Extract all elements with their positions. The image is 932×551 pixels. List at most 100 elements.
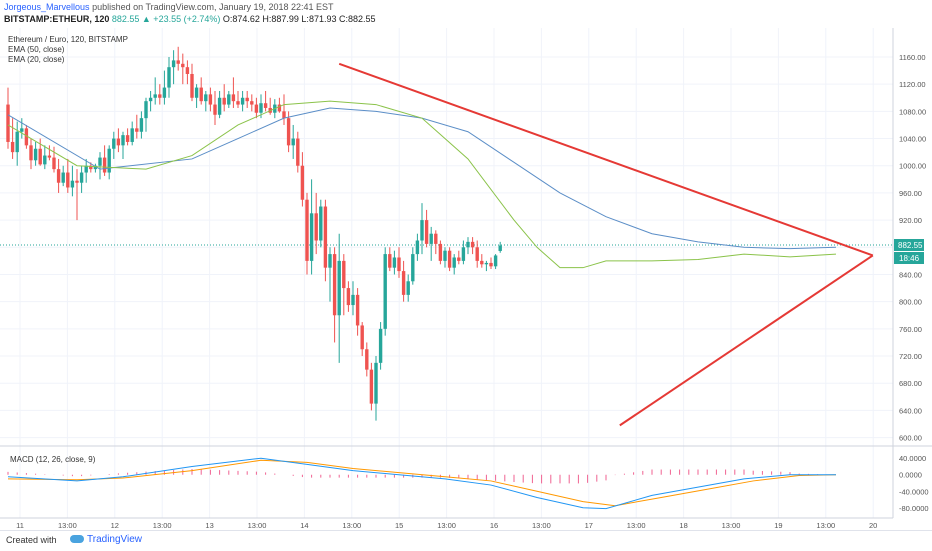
candle-down xyxy=(245,97,249,102)
candle-down xyxy=(208,94,213,105)
author-link[interactable]: Jorgeous_Marvellous xyxy=(4,2,90,12)
price-tick-label: 960.00 xyxy=(899,189,922,198)
candle-down xyxy=(24,128,29,146)
created-with: Created with xyxy=(6,535,57,545)
price-tick-label: 720.00 xyxy=(899,352,922,361)
publish-info: Jorgeous_Marvellous published on Trading… xyxy=(4,2,334,12)
candle-down xyxy=(369,369,374,404)
candle-up xyxy=(112,138,116,149)
time-tick-label: 11 xyxy=(16,521,24,530)
candle-up xyxy=(15,131,19,153)
candle-down xyxy=(102,157,107,173)
candle-up xyxy=(43,155,47,165)
time-tick-label: 12 xyxy=(111,521,119,530)
time-tick-label: 19 xyxy=(774,521,782,530)
candle-up xyxy=(227,94,231,105)
candle-up xyxy=(144,101,148,119)
candle-down xyxy=(52,157,56,170)
price-tick-label: 1000.00 xyxy=(899,162,926,171)
grid xyxy=(0,28,893,518)
price-tick-label: 1160.00 xyxy=(899,53,926,62)
candle-down xyxy=(365,349,369,370)
candle-down xyxy=(89,165,93,170)
price-change: 882.55 ▲ +23.55 (+2.74%) xyxy=(111,14,221,24)
price-tick-label: 1080.00 xyxy=(899,107,926,116)
time-badge xyxy=(894,252,924,264)
candle-up xyxy=(466,241,470,248)
candle-down xyxy=(296,138,300,166)
ema20-line xyxy=(7,100,837,269)
time-tick-label: 13:00 xyxy=(342,521,361,530)
candle-up xyxy=(217,97,222,115)
candle-up xyxy=(493,255,498,267)
time-tick-label: 18 xyxy=(679,521,687,530)
candle-down xyxy=(254,104,259,113)
candle-down xyxy=(401,271,406,295)
candle-down xyxy=(236,101,240,105)
macd-tick-label: 40.0000 xyxy=(899,454,926,463)
candle-up xyxy=(79,172,84,183)
candle-down xyxy=(282,111,286,119)
time-tick-label: 13:00 xyxy=(248,521,267,530)
candle-down xyxy=(47,155,52,158)
ohlc-values: O:874.62 H:887.99 L:871.93 C:882.55 xyxy=(222,14,376,24)
candle-up xyxy=(392,257,397,268)
candle-down xyxy=(6,104,10,142)
chart-header: Jorgeous_Marvellous published on Trading… xyxy=(0,0,932,28)
candle-up xyxy=(70,180,75,188)
footer: Created with TradingView xyxy=(0,530,932,551)
candle-down xyxy=(355,294,360,326)
tradingview-logo[interactable]: TradingView xyxy=(70,534,142,545)
candle-up xyxy=(167,67,171,88)
brand-label: TradingView xyxy=(87,534,143,545)
candle-up xyxy=(153,94,157,98)
candle-up xyxy=(20,128,24,132)
candle-down xyxy=(116,138,121,146)
candle-up xyxy=(351,294,355,306)
candle-down xyxy=(424,220,429,244)
candle-down xyxy=(158,94,162,98)
macd-label: MACD (12, 26, close, 9) xyxy=(10,455,96,464)
candle-up xyxy=(171,60,176,68)
candle-down xyxy=(397,257,401,272)
macd-signal-line xyxy=(7,459,837,507)
time-tick-label: 13:00 xyxy=(153,521,172,530)
candle-up xyxy=(61,172,65,183)
candle-up xyxy=(328,254,332,268)
candle-down xyxy=(231,94,236,102)
symbol-label: BITSTAMP:ETHEUR, 120 xyxy=(4,14,110,24)
time-tick-label: 13:00 xyxy=(816,521,835,530)
candle-down xyxy=(346,288,351,306)
candle-up xyxy=(121,135,125,146)
candle-down xyxy=(286,118,291,146)
candle-up xyxy=(411,254,415,282)
candle-down xyxy=(489,262,493,267)
candle-down xyxy=(332,254,337,316)
candle-up xyxy=(84,165,88,173)
candle-down xyxy=(185,67,190,74)
time-tick-label: 20 xyxy=(869,521,877,530)
candle-up xyxy=(420,220,424,241)
price-badge-text: 882.55 xyxy=(898,241,923,250)
price-tick-label: 760.00 xyxy=(899,325,922,334)
candle-up xyxy=(139,118,144,132)
candle-up xyxy=(148,97,153,102)
candle-down xyxy=(314,213,318,241)
macd-pane xyxy=(7,457,837,510)
candle-down xyxy=(125,135,130,142)
price-chart[interactable]: 1160.00 1120.00 1080.00 1040.00 1000.00 960.0… xyxy=(0,28,932,530)
publish-text: published on TradingView.com, January 19… xyxy=(92,2,334,12)
candle-down xyxy=(190,73,194,98)
time-tick-label: 17 xyxy=(585,521,593,530)
macd-axis: 40.0000 0.0000 -40.0000 -80.0000 xyxy=(899,454,929,513)
price-tick-label: 600.00 xyxy=(899,434,922,443)
symbol-info: BITSTAMP:ETHEUR, 120 882.55 ▲ +23.55 (+2… xyxy=(4,14,376,24)
candle-down xyxy=(475,247,479,261)
macd-tick-label: -40.0000 xyxy=(899,487,929,496)
candle-up xyxy=(162,87,167,98)
legend-title: Ethereum / Euro, 120, BITSTAMP xyxy=(8,35,128,44)
candle-down xyxy=(305,199,309,261)
candle-down xyxy=(181,63,185,68)
time-axis: 11 13:00 12 13:00 13 13:00 14 13:00 15 13:00 16 13:… xyxy=(16,521,877,530)
candle-up xyxy=(484,262,489,265)
